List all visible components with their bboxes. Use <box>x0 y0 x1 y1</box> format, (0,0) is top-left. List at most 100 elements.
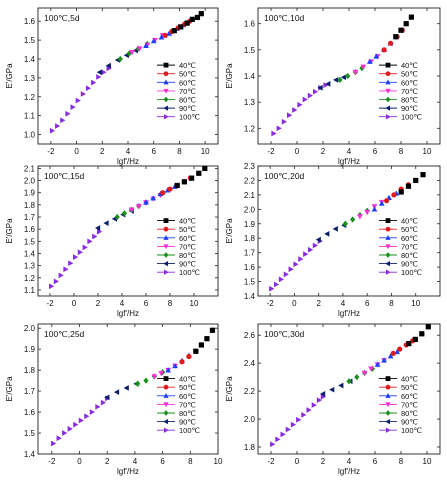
data-point-100℃ <box>270 441 276 448</box>
data-point-90℃ <box>105 62 111 69</box>
data-point-60℃ <box>378 200 385 206</box>
data-point-100℃ <box>312 242 319 249</box>
data-point-100℃ <box>77 249 83 256</box>
y-tick-label: 1.4 <box>24 249 36 258</box>
x-tick-label: 2 <box>96 299 101 308</box>
data-point-70℃ <box>128 207 135 213</box>
legend-marker <box>385 410 391 416</box>
data-point-40℃ <box>198 342 204 348</box>
data-point-100℃ <box>298 256 304 263</box>
data-point-100℃ <box>82 244 88 251</box>
legend-marker <box>163 79 169 85</box>
y-tick-label: 1.4 <box>244 292 256 301</box>
data-point-40℃ <box>174 182 180 189</box>
data-point-70℃ <box>128 50 135 56</box>
legend-label: 90℃ <box>179 104 196 113</box>
data-point-80℃ <box>114 213 120 221</box>
x-tick-label: 4 <box>120 299 125 308</box>
legend-marker <box>385 376 391 381</box>
data-point-40℃ <box>189 16 195 22</box>
chart-panel-4: 1.4 1.5 1.6 1.7 1.8 1.9 2.0 2.1 2.2 2.3 -2 0 2 4 6 8 10 l… <box>225 162 441 318</box>
data-point-40℃ <box>408 14 414 20</box>
legend-marker <box>385 96 391 103</box>
legend-label: 70℃ <box>401 87 418 96</box>
panel-title: 100℃,5d <box>44 13 80 23</box>
chart-panel-3: 1.1 1.2 1.3 1.4 1.5 1.6 1.7 1.8 1.9 2.0 2.1 -2 0 2 4 6 8… <box>5 164 219 318</box>
x-tick-label: 4 <box>347 147 352 156</box>
data-point-100℃ <box>297 101 303 108</box>
y-axis-label: E'/GPa <box>225 376 234 402</box>
legend-label: 100℃ <box>401 268 423 277</box>
legend-label: 100℃ <box>179 426 201 435</box>
data-point-100℃ <box>84 413 90 420</box>
y-tick-label: 1.2 <box>24 274 36 283</box>
legend-label: 100℃ <box>179 113 201 122</box>
y-tick-label: 2.6 <box>244 331 256 340</box>
legend-marker <box>385 235 391 240</box>
legend-marker <box>163 105 169 111</box>
legend-marker <box>163 244 169 250</box>
data-point-100℃ <box>316 397 323 404</box>
legend-label: 50℃ <box>401 70 418 79</box>
data-point-40℃ <box>398 27 404 33</box>
data-point-100℃ <box>48 283 55 290</box>
panel-title: 100℃,10d <box>264 13 305 23</box>
panel-title: 100℃,15d <box>44 171 85 181</box>
legend-marker <box>163 226 169 232</box>
y-tick-label: 2.2 <box>244 387 256 396</box>
x-tick-label: 6 <box>160 457 165 466</box>
data-point-40℃ <box>198 11 204 17</box>
y-tick-label: 1.3 <box>244 98 256 107</box>
data-point-60℃ <box>373 53 380 59</box>
plot-frame <box>257 165 441 297</box>
y-tick-label: 1.9 <box>24 189 36 198</box>
data-point-40℃ <box>196 170 202 176</box>
chart-panel-6: 1.8 2.0 2.2 2.4 2.6 -2 0 2 4 6 8 10 lgf'/Hz E'/GPa 100… <box>225 323 441 476</box>
legend-marker <box>385 244 391 250</box>
chart-panel-1: 1.0 1.1 1.2 1.3 1.4 1.5 1.6 -2 0 2 4 6 8 10 lgf'/Hz E'/… <box>5 7 219 166</box>
legend-label: 70℃ <box>179 87 196 96</box>
legend-label: 40℃ <box>179 217 196 226</box>
x-tick-label: -2 <box>47 147 55 156</box>
x-tick-label: 6 <box>365 299 370 308</box>
data-point-90℃ <box>315 236 321 243</box>
y-tick-label: 1.8 <box>244 443 256 452</box>
x-tick-label: 8 <box>188 457 193 466</box>
x-tick-label: -2 <box>46 299 54 308</box>
data-point-100℃ <box>311 402 317 408</box>
legend-marker <box>385 427 391 433</box>
data-point-40℃ <box>189 175 195 181</box>
data-point-40℃ <box>202 165 208 172</box>
y-tick-label: 2.0 <box>24 177 36 186</box>
x-tick-label: 0 <box>292 299 297 308</box>
legend-marker <box>163 260 169 267</box>
data-point-40℃ <box>209 327 216 333</box>
data-point-90℃ <box>338 382 344 389</box>
legend-label: 60℃ <box>401 392 418 401</box>
legend-marker <box>385 218 391 223</box>
data-point-100℃ <box>275 436 281 443</box>
data-point-100℃ <box>286 112 293 119</box>
x-tick-label: -2 <box>48 457 56 466</box>
data-point-70℃ <box>360 64 367 70</box>
data-point-90℃ <box>333 77 339 83</box>
data-point-100℃ <box>49 127 56 134</box>
chart-panel-2: 1.2 1.3 1.4 1.5 1.6 -2 0 2 4 6 8 10 lgf'/Hz E'/GPa 100… <box>225 7 441 166</box>
legend-label: 40℃ <box>179 61 196 70</box>
x-tick-label: 4 <box>133 457 138 466</box>
data-point-70℃ <box>361 370 368 376</box>
data-point-100℃ <box>85 85 92 92</box>
data-point-100℃ <box>62 430 68 436</box>
x-tick-label: 10 <box>201 147 210 156</box>
y-tick-label: 1.0 <box>24 131 36 140</box>
x-tick-label: 6 <box>373 147 378 156</box>
data-point-80℃ <box>143 377 149 384</box>
legend-marker <box>385 252 391 258</box>
data-point-40℃ <box>406 340 412 347</box>
data-point-90℃ <box>95 225 101 231</box>
data-point-100℃ <box>292 107 298 113</box>
legend-label: 50℃ <box>179 225 196 234</box>
data-point-50℃ <box>167 186 173 192</box>
data-point-100℃ <box>96 228 103 235</box>
